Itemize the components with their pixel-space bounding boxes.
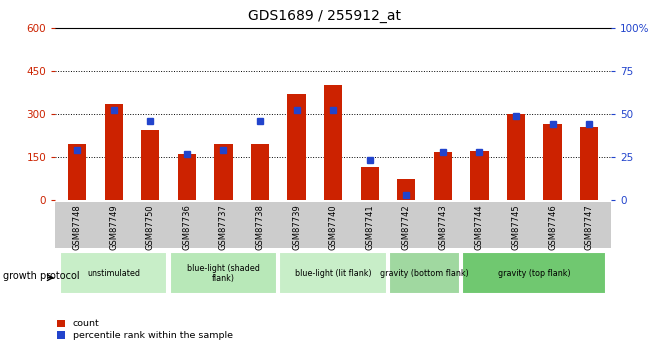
Bar [141, 130, 159, 200]
Bar [507, 114, 525, 200]
Text: GSM87748: GSM87748 [73, 204, 82, 250]
Text: blue-light (lit flank): blue-light (lit flank) [295, 269, 371, 278]
Legend: count, percentile rank within the sample: count, percentile rank within the sample [57, 319, 233, 340]
Text: GSM87747: GSM87747 [584, 204, 593, 250]
Text: GSM87740: GSM87740 [329, 204, 337, 250]
Text: GSM87738: GSM87738 [255, 204, 265, 250]
Bar [389, 253, 460, 294]
Text: blue-light (shaded
flank): blue-light (shaded flank) [187, 264, 260, 283]
Bar [105, 104, 123, 200]
Bar [324, 85, 343, 200]
Bar [470, 151, 489, 200]
Bar [580, 127, 598, 200]
Text: GSM87746: GSM87746 [548, 204, 557, 250]
Text: GSM87736: GSM87736 [183, 204, 191, 250]
Text: GSM87741: GSM87741 [365, 204, 374, 250]
Text: GSM87742: GSM87742 [402, 204, 411, 250]
Text: growth protocol: growth protocol [3, 271, 80, 281]
Bar [177, 154, 196, 200]
Bar [170, 253, 277, 294]
Text: unstimulated: unstimulated [87, 269, 140, 278]
Bar [361, 167, 379, 200]
Bar [287, 94, 306, 200]
Text: GSM87750: GSM87750 [146, 204, 155, 250]
Text: GSM87737: GSM87737 [219, 204, 228, 250]
Text: GSM87743: GSM87743 [438, 204, 447, 250]
Bar [434, 152, 452, 200]
Bar [397, 179, 415, 200]
Bar [251, 144, 269, 200]
Bar [543, 124, 562, 200]
Bar [280, 253, 387, 294]
Bar [60, 253, 168, 294]
Text: GSM87744: GSM87744 [475, 204, 484, 250]
Bar [214, 144, 233, 200]
Text: gravity (top flank): gravity (top flank) [498, 269, 571, 278]
Text: gravity (bottom flank): gravity (bottom flank) [380, 269, 469, 278]
Bar [462, 253, 606, 294]
Text: GSM87745: GSM87745 [512, 204, 521, 250]
Text: GSM87739: GSM87739 [292, 204, 301, 250]
Text: GDS1689 / 255912_at: GDS1689 / 255912_at [248, 9, 402, 23]
Bar [68, 144, 86, 200]
Text: GSM87749: GSM87749 [109, 204, 118, 250]
